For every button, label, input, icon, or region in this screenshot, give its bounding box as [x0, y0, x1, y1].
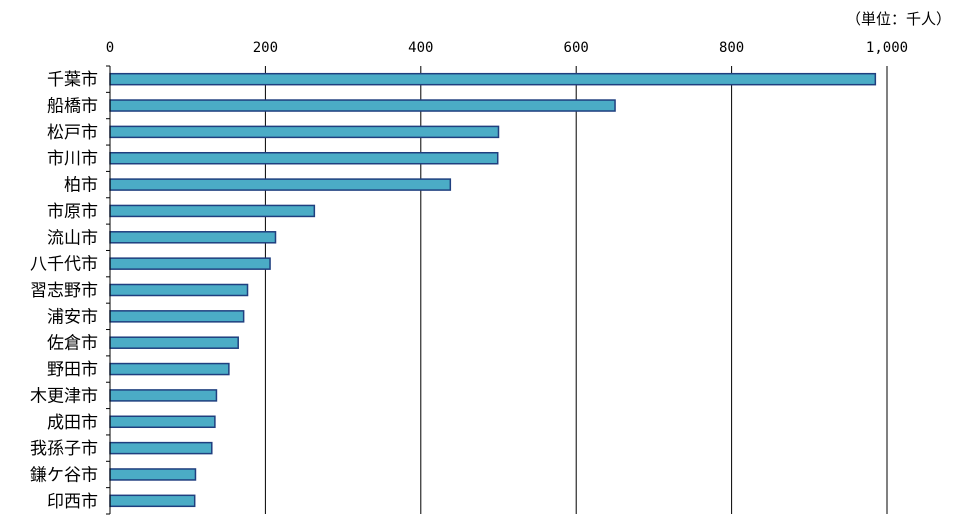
x-tick-label: 800: [719, 40, 744, 56]
category-label: 松戸市: [47, 123, 98, 143]
bar: [109, 310, 245, 323]
bar: [109, 204, 316, 218]
unit-label: （単位：千人）: [845, 10, 951, 28]
bar: [109, 151, 499, 165]
category-label: 船橋市: [47, 97, 98, 117]
category-label: 流山市: [47, 228, 98, 248]
labels: 0 200 400 600 800 1,000 千葉市船橋市松戸市市川市柏市市原市流山市八千…: [30, 40, 908, 512]
category-label: 八千代市: [30, 255, 98, 275]
bar: [109, 441, 213, 455]
bar: [109, 389, 218, 402]
bar: [109, 336, 239, 349]
category-label: 市川市: [47, 149, 98, 169]
category-label: 佐倉市: [47, 334, 98, 354]
bars: [109, 72, 877, 508]
category-label: 鎌ケ谷市: [30, 465, 98, 485]
bar: [109, 283, 249, 297]
category-label: 柏市: [64, 176, 98, 196]
category-label: 印西市: [47, 492, 98, 512]
bar: [109, 468, 197, 481]
category-label: 野田市: [47, 360, 98, 380]
bar: [109, 125, 500, 139]
category-label: 木更津市: [30, 386, 98, 406]
category-label: 習志野市: [30, 281, 98, 301]
axes: [106, 65, 111, 515]
bar: [109, 72, 877, 86]
category-label: 千葉市: [47, 70, 98, 90]
x-tick-label: 0: [106, 40, 114, 56]
bar: [109, 178, 452, 191]
bar: [109, 231, 277, 244]
category-label: 我孫子市: [30, 439, 98, 459]
bar: [109, 494, 196, 508]
bar: [109, 362, 230, 376]
x-tick-label: 600: [564, 40, 589, 56]
x-tick-label: 200: [253, 40, 278, 56]
grid-lines: [264, 66, 888, 514]
category-label: 浦安市: [47, 307, 98, 327]
bar: [109, 257, 271, 270]
x-tick-label: 1,000: [866, 40, 908, 56]
bar: [109, 415, 216, 429]
category-label: 市原市: [47, 202, 98, 222]
bar: [109, 99, 616, 112]
x-tick-label: 400: [408, 40, 433, 56]
category-label: 成田市: [47, 413, 98, 433]
